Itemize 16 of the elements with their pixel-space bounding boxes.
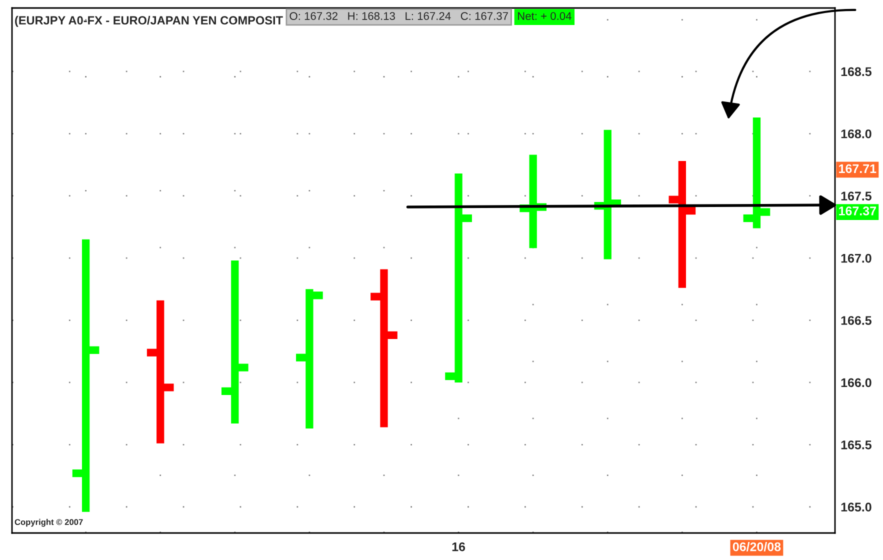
y-tick-label: 167.0: [841, 254, 872, 263]
y-tick-label: 165.0: [841, 502, 872, 512]
y-tick-label: 167.5: [841, 192, 872, 201]
y-tick-label: 168.0: [841, 129, 872, 138]
annotation: Copyright © 2007: [14, 518, 83, 527]
annotation: 167.37: [839, 206, 876, 216]
annotation: 167.71: [839, 164, 876, 174]
y-tick-label: 166.5: [841, 316, 872, 325]
y-tick-label: 166.0: [841, 378, 872, 388]
x-tick-label: 06/20/08: [732, 542, 781, 552]
y-tick-label: 165.5: [841, 440, 872, 450]
x-tick-label: 16: [452, 542, 466, 552]
y-tick-label: 168.5: [841, 67, 872, 76]
annotation: Net: + 0.04: [518, 12, 572, 20]
annotation: O: 167.32 H: 168.13 L: 167.24 C: 167.37: [290, 12, 508, 20]
text: (EURJPY A0-FX - EURO/JAPAN YEN COMPOSIT: [15, 16, 283, 27]
